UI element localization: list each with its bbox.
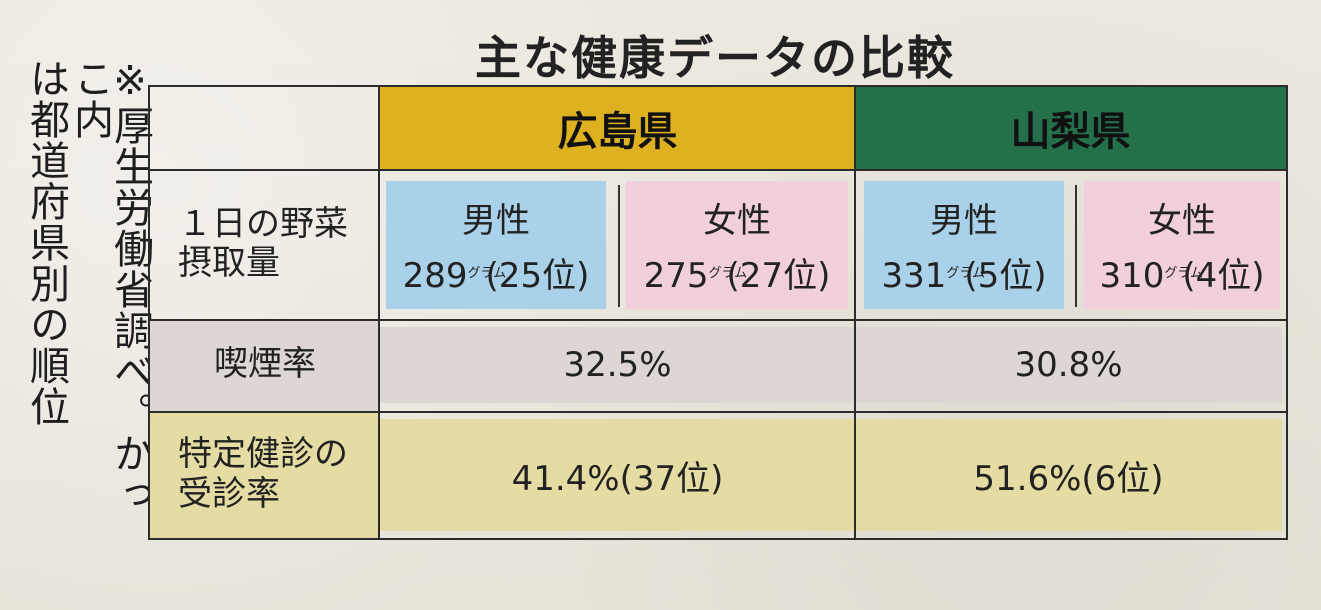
veg-hiroshima-male: 男性 289グラム(25位)	[386, 181, 606, 309]
row-label-vegetable-line-1: １日の野菜	[178, 203, 348, 244]
veg-hiroshima-male-label: 男性	[462, 201, 530, 241]
table-rule	[150, 411, 1286, 413]
table-rule	[378, 87, 380, 538]
veg-hiroshima-female: 女性 275グラム(27位)	[626, 181, 848, 309]
page-title: 主な健康データの比較	[475, 31, 955, 85]
source-note: ※厚生労働省調べ。かっこ内 は都道府県別の順位	[23, 58, 153, 538]
table-rule	[854, 87, 856, 538]
veg-yamanashi-female: 女性 310グラム(4位)	[1084, 181, 1280, 309]
veg-yamanashi-male-label: 男性	[930, 201, 998, 241]
checkup-hiroshima-value: 41.4%(37位)	[380, 419, 855, 531]
gram-unit: グラム	[708, 266, 748, 281]
gram-unit: グラム	[1164, 266, 1203, 281]
header-hiroshima: 広島県	[380, 87, 855, 169]
header-yamanashi: 山梨県	[855, 87, 1286, 169]
smoking-hiroshima-value: 32.5%	[380, 327, 855, 403]
veg-yamanashi-female-value: 310グラム(4位)	[1099, 248, 1264, 297]
row-label-checkup: 特定健診の 受診率	[150, 411, 380, 538]
veg-hiroshima-male-value: 289グラム(25位)	[403, 248, 590, 297]
veg-hiroshima-female-label: 女性	[703, 201, 771, 241]
veg-hiroshima-female-value: 275グラム(27位)	[644, 248, 831, 297]
veg-yamanashi-female-rank: (4位)	[1182, 256, 1265, 296]
gram-unit: グラム	[467, 266, 507, 281]
checkup-yamanashi-value: 51.6%(6位)	[855, 419, 1282, 531]
veg-yamanashi-male-value: 331グラム(5位)	[881, 248, 1046, 297]
veg-hiroshima-male-rank: (25位)	[485, 256, 590, 296]
health-comparison-table: 広島県 山梨県 １日の野菜 摂取量 喫煙率 特定健診の 受診率 男性 289グラ…	[148, 85, 1288, 540]
gram-unit: グラム	[946, 266, 985, 281]
row-label-checkup-line-2: 受診率	[178, 473, 280, 514]
row-label-vegetable: １日の野菜 摂取量	[150, 169, 380, 319]
row-label-smoking: 喫煙率	[150, 319, 380, 411]
table-rule	[150, 169, 1286, 171]
veg-hiroshima-male-number: 289	[402, 256, 468, 296]
row-label-vegetable-line-2: 摂取量	[178, 243, 280, 283]
column-separator	[1075, 185, 1077, 307]
veg-yamanashi-male-rank: (5位)	[964, 256, 1047, 296]
veg-hiroshima-female-rank: (27位)	[726, 256, 831, 296]
veg-hiroshima-female-number: 275	[643, 256, 709, 296]
row-label-checkup-line-1: 特定健診の	[178, 434, 348, 475]
veg-yamanashi-male-number: 331	[881, 256, 947, 296]
veg-yamanashi-female-number: 310	[1099, 256, 1165, 296]
column-separator	[618, 185, 620, 307]
veg-yamanashi-female-label: 女性	[1148, 201, 1216, 241]
source-note-line-1: ※厚生労働省調べ。かっこ内	[67, 58, 153, 515]
smoking-yamanashi-value: 30.8%	[855, 327, 1282, 403]
source-note-line-2: は都道府県別の順位	[23, 58, 69, 427]
veg-yamanashi-male: 男性 331グラム(5位)	[864, 181, 1064, 309]
table-rule	[150, 319, 1286, 321]
